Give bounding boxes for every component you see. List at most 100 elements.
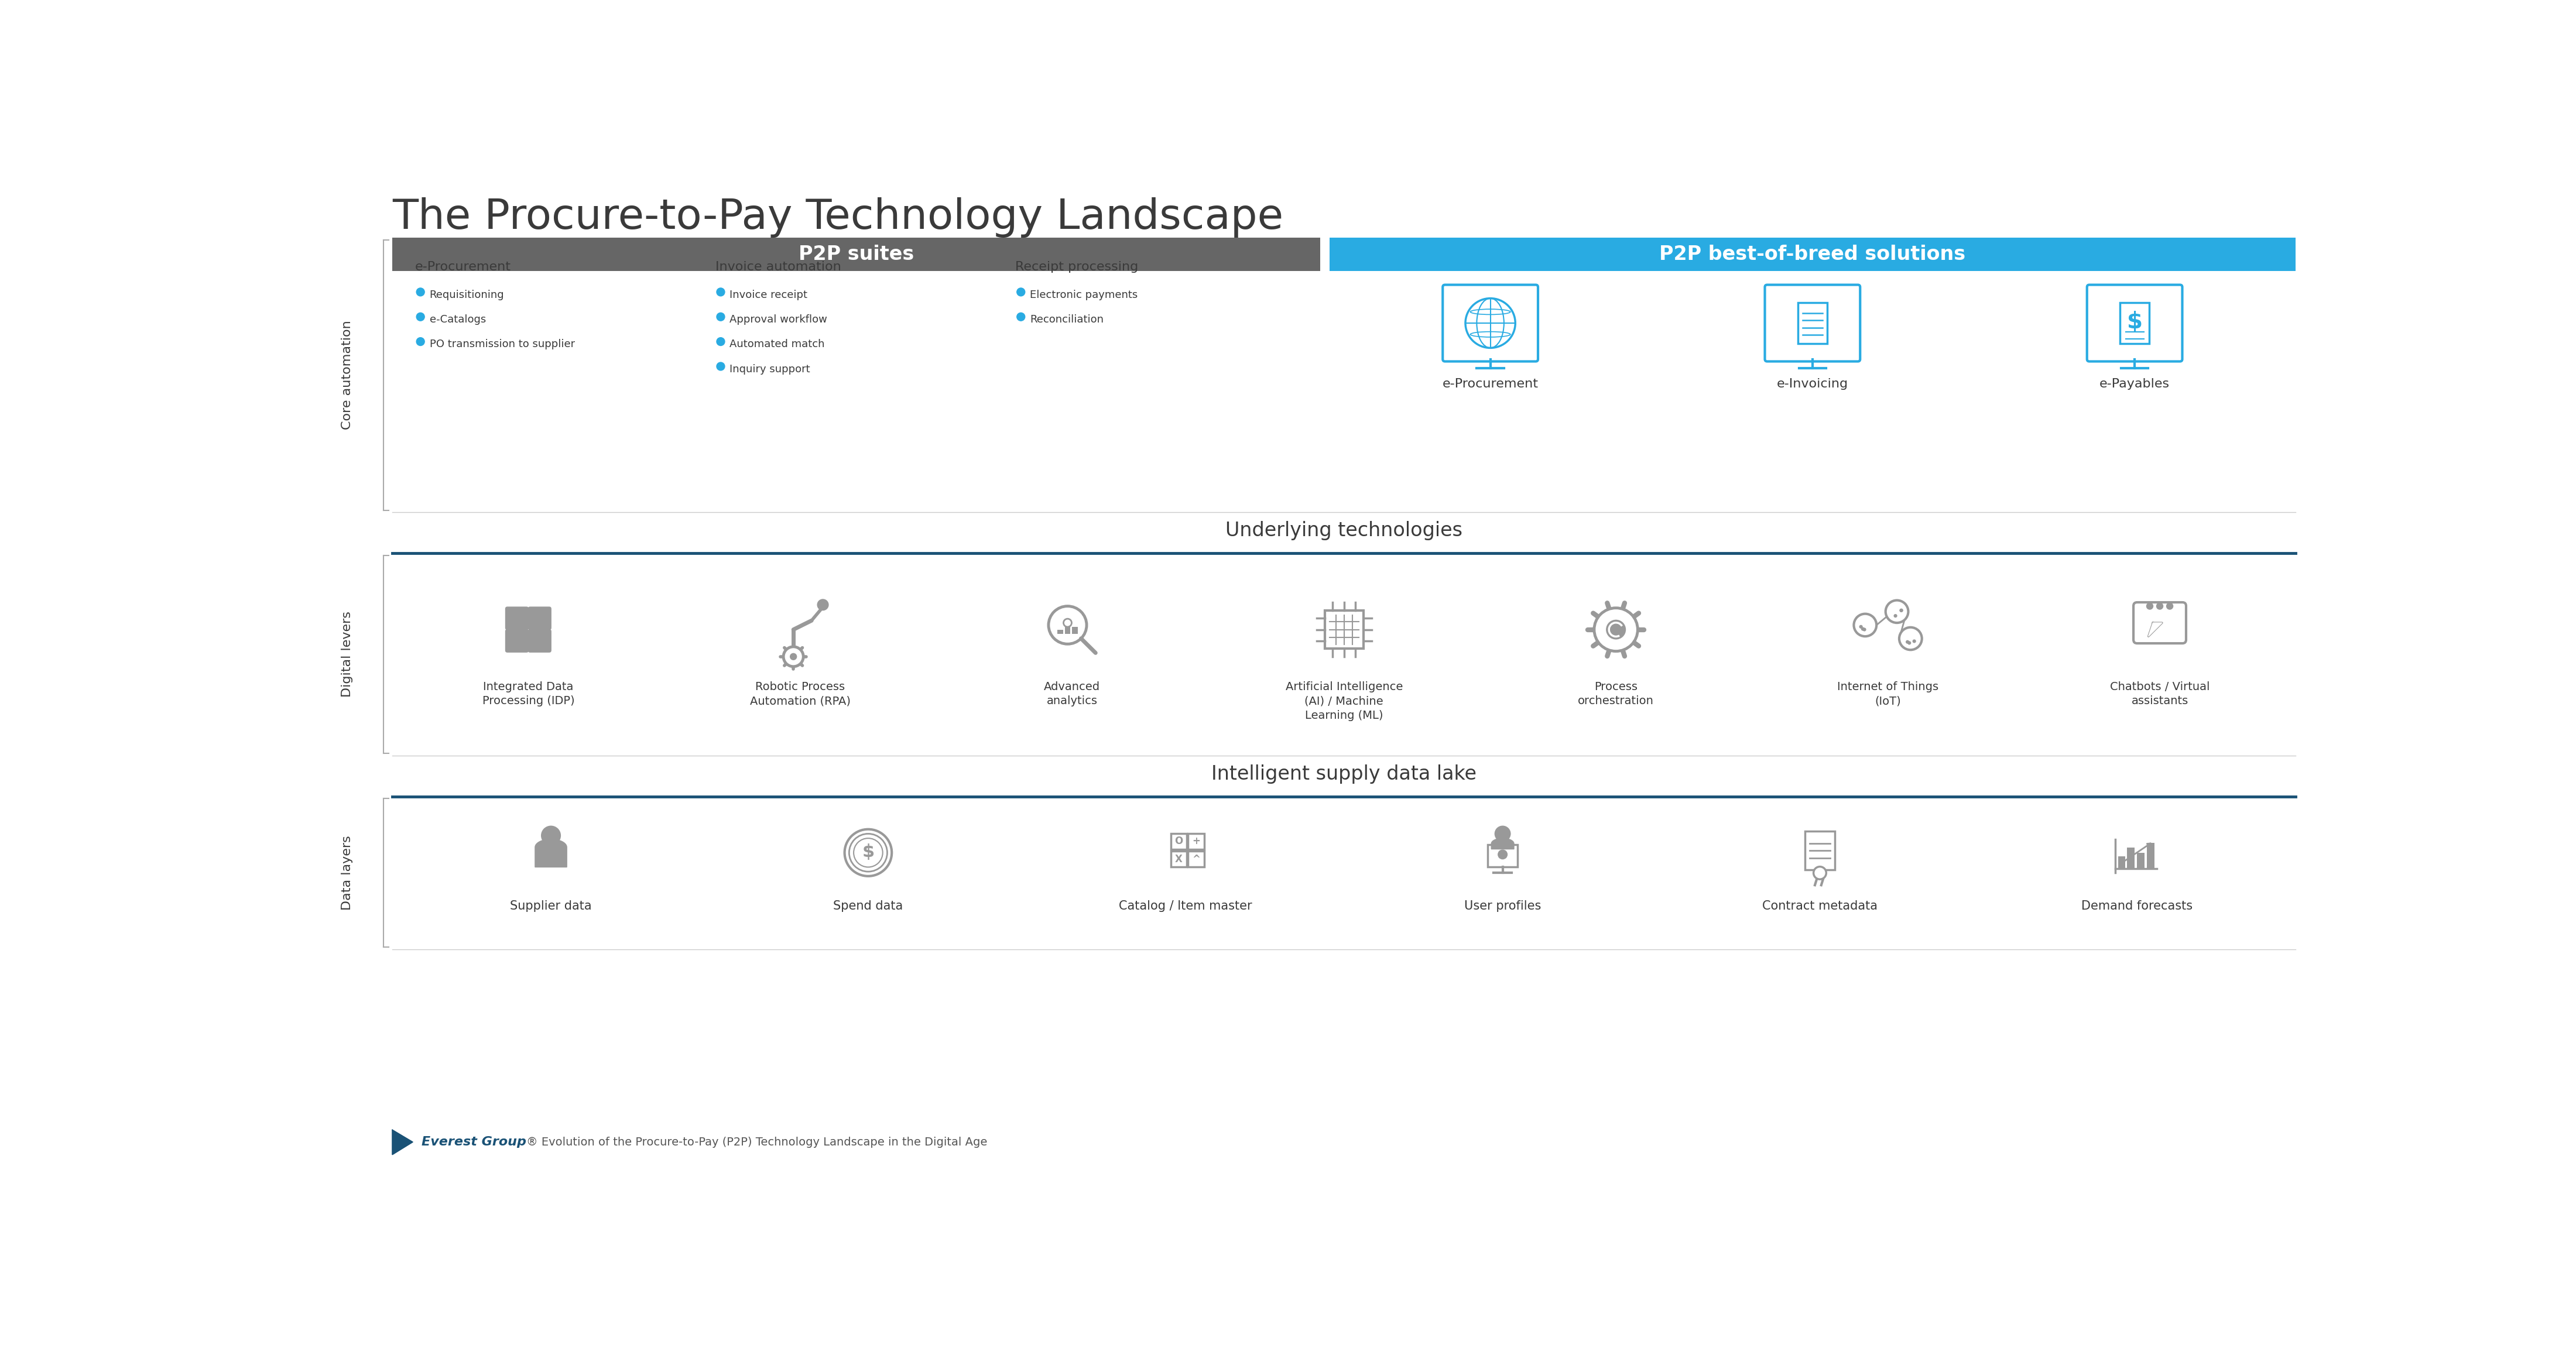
Text: Core automation: Core automation [340,321,353,430]
Circle shape [850,834,886,872]
Bar [1172,852,1188,867]
Text: P2P best-of-breed solutions: P2P best-of-breed solutions [1659,245,1965,264]
Bar [2146,842,2154,869]
Text: X: X [1175,853,1182,864]
Circle shape [1886,600,1909,623]
Bar [1324,611,1363,648]
Text: Reconciliation: Reconciliation [1030,314,1103,325]
Circle shape [716,288,724,297]
Text: Requisitioning: Requisitioning [430,290,505,301]
Bar [1188,833,1203,849]
Text: Contract metadata: Contract metadata [1762,900,1878,911]
Bar [1172,833,1188,849]
Text: Automated match: Automated match [729,340,824,349]
Text: Inquiry support: Inquiry support [729,364,811,375]
Circle shape [1018,288,1025,297]
Text: Process
orchestration: Process orchestration [1579,682,1654,706]
Circle shape [1909,632,1911,636]
Text: Internet of Things
(IoT): Internet of Things (IoT) [1837,682,1940,706]
Text: $: $ [863,844,873,860]
Text: Integrated Data
Processing (IDP): Integrated Data Processing (IDP) [482,682,574,706]
Circle shape [417,337,425,345]
FancyBboxPatch shape [505,630,528,652]
Circle shape [1855,613,1875,636]
Circle shape [1494,825,1510,842]
Text: e-Payables: e-Payables [2099,377,2169,390]
Bar [392,237,1319,271]
FancyBboxPatch shape [2133,603,2187,643]
Bar [1072,627,1077,634]
Circle shape [716,363,724,371]
Circle shape [2166,603,2174,609]
Circle shape [716,337,724,345]
Text: P2P suites: P2P suites [799,245,914,264]
Circle shape [1860,624,1862,628]
Circle shape [1814,867,1826,879]
Bar [1798,303,1826,344]
Circle shape [783,647,804,666]
FancyBboxPatch shape [528,630,551,652]
Circle shape [1868,623,1870,625]
Bar [1489,845,1517,867]
Circle shape [1605,620,1625,639]
Circle shape [1899,609,1904,613]
Text: Demand forecasts: Demand forecasts [2081,900,2192,911]
Text: Invoice receipt: Invoice receipt [729,290,809,301]
Text: e-Procurement: e-Procurement [1443,377,1538,390]
Text: ® Evolution of the Procure-to-Pay (P2P) Technology Landscape in the Digital Age: ® Evolution of the Procure-to-Pay (P2P) … [526,1136,987,1147]
FancyBboxPatch shape [528,607,551,630]
Circle shape [1497,849,1507,860]
Text: e-Procurement: e-Procurement [415,262,510,272]
Polygon shape [536,840,567,867]
Circle shape [791,652,796,661]
Bar [1059,630,1064,634]
Polygon shape [2148,623,2161,636]
Bar [2138,853,2143,869]
Text: Approval workflow: Approval workflow [729,314,827,325]
Text: e-Catalogs: e-Catalogs [430,314,487,325]
Circle shape [417,288,425,297]
Text: O: O [1175,836,1182,847]
FancyBboxPatch shape [505,607,528,630]
Circle shape [1018,313,1025,321]
Text: Invoice automation: Invoice automation [716,262,840,272]
Bar [2117,856,2125,869]
Text: Advanced
analytics: Advanced analytics [1043,682,1100,706]
Text: Digital levers: Digital levers [340,612,353,697]
Polygon shape [392,1130,412,1155]
Text: Supplier data: Supplier data [510,900,592,911]
Circle shape [1899,627,1922,650]
Text: Chatbots / Virtual
assistants: Chatbots / Virtual assistants [2110,682,2210,706]
Circle shape [2156,603,2164,609]
Circle shape [2146,603,2154,609]
Bar [1064,624,1069,634]
Text: ^: ^ [1193,853,1200,864]
Circle shape [1595,608,1638,651]
Text: Underlying technologies: Underlying technologies [1226,520,1463,541]
Bar [2120,303,2148,344]
Circle shape [1860,623,1862,625]
Text: The Procure-to-Pay Technology Landscape: The Procure-to-Pay Technology Landscape [392,197,1283,237]
Text: User profiles: User profiles [1463,900,1540,911]
Bar [1806,832,1834,869]
Text: Artificial Intelligence
(AI) / Machine
Learning (ML): Artificial Intelligence (AI) / Machine L… [1285,682,1404,721]
Circle shape [817,599,829,611]
Circle shape [1899,607,1901,611]
Circle shape [1064,619,1072,627]
Circle shape [417,313,425,321]
Bar [1329,237,2295,271]
Text: Receipt processing: Receipt processing [1015,262,1139,272]
Text: Data layers: Data layers [340,836,353,910]
Polygon shape [1492,838,1515,849]
Circle shape [845,829,891,876]
Circle shape [1909,642,1911,644]
Text: Intelligent supply data lake: Intelligent supply data lake [1211,764,1476,783]
Circle shape [1048,607,1087,644]
Text: PO transmission to supplier: PO transmission to supplier [430,340,574,349]
Bar [2128,848,2136,869]
Circle shape [1904,639,1909,642]
Circle shape [541,825,562,845]
Bar [1188,852,1203,867]
Circle shape [716,313,724,321]
Text: Spend data: Spend data [832,900,904,911]
